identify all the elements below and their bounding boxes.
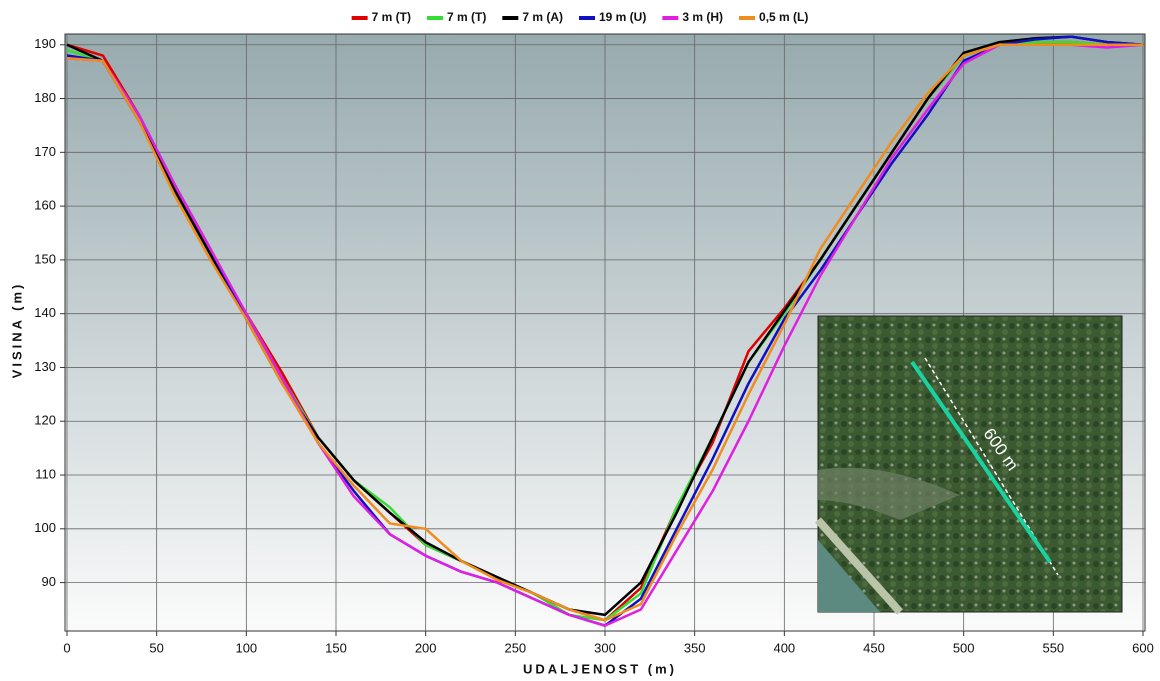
x-tick-label: 100 <box>235 640 257 655</box>
x-tick-label: 450 <box>863 640 885 655</box>
x-tick-label: 600 <box>1132 640 1154 655</box>
x-tick-label: 350 <box>684 640 706 655</box>
x-axis-label: UDALJENOST (m) <box>523 661 677 676</box>
series-line <box>66 43 1143 622</box>
map-riverbank <box>815 517 903 615</box>
x-tick-label: 50 <box>149 640 163 655</box>
x-tick-label: 250 <box>504 640 526 655</box>
y-tick-label: 150 <box>34 251 56 266</box>
x-tick-label: 400 <box>773 640 795 655</box>
legend-label: 0,5 m (L) <box>759 10 808 24</box>
y-tick-label: 140 <box>34 305 56 320</box>
legend-label: 7 m (A) <box>522 10 563 24</box>
y-tick-label: 120 <box>34 413 56 428</box>
y-tick-label: 90 <box>42 574 56 589</box>
y-tick-label: 170 <box>34 144 56 159</box>
legend-label: 7 m (T) <box>372 10 411 24</box>
legend-label: 19 m (U) <box>599 10 646 24</box>
y-tick-label: 130 <box>34 359 56 374</box>
legend: 7 m (T) 7 m (T) 7 m (A) 19 m (U) 3 m (H) 0,5 … <box>351 10 808 24</box>
map-image <box>817 315 1123 613</box>
x-tick-label: 550 <box>1042 640 1064 655</box>
y-tick-label: 100 <box>34 520 56 535</box>
x-tick-label: 500 <box>953 640 975 655</box>
legend-label: 3 m (H) <box>682 10 723 24</box>
map-clearing <box>818 467 960 520</box>
map-river <box>818 540 880 612</box>
x-tick-label: 300 <box>594 640 616 655</box>
x-tick-label: 0 <box>63 640 70 655</box>
x-tick-label: 150 <box>325 640 347 655</box>
y-tick-label: 110 <box>35 466 56 481</box>
legend-label: 7 m (T) <box>447 10 486 24</box>
map-profile-line <box>910 360 1052 564</box>
y-tick-label: 180 <box>34 90 56 105</box>
y-tick-label: 160 <box>34 198 56 213</box>
x-tick-label: 200 <box>415 640 437 655</box>
inset-map: 600 m <box>815 315 1123 615</box>
y-axis-label: VISINA (m) <box>9 282 24 379</box>
series-line <box>66 43 1144 627</box>
y-tick-label: 190 <box>34 36 56 51</box>
